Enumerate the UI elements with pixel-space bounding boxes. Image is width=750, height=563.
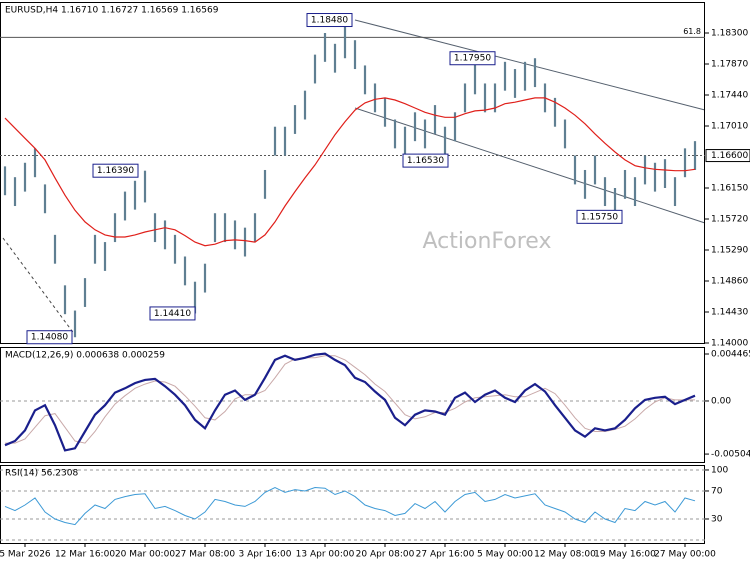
annotation-box [149, 306, 196, 321]
channel-lower [354, 107, 706, 224]
annotation-box [576, 209, 623, 224]
y-tick-label: 1.14000 [711, 339, 748, 349]
y-tick-label: 70 [711, 486, 723, 496]
y-tick-label: 30 [711, 514, 723, 524]
annotation-label: 1.16390 [97, 166, 134, 176]
current-price-box [705, 149, 750, 163]
y-tick-label: 0.004465 [711, 349, 750, 359]
x-tick-label: 27 May 00:00 [654, 550, 716, 560]
panel-title: RSI(14) 56.2308 [5, 469, 78, 479]
annotation-label: 1.16530 [407, 156, 444, 166]
x-tick-label: 19 May 16:00 [594, 550, 656, 560]
y-tick-label: -0.005046 [711, 450, 750, 460]
y-tick-label: 1.15720 [711, 215, 748, 225]
y-tick-label: 1.15290 [711, 246, 748, 256]
annotation-box [306, 13, 353, 28]
indicator-line [4, 486, 696, 526]
annotation-box [92, 163, 139, 178]
channel-upper [354, 19, 706, 111]
x-tick-label: 5 Mar 2026 [0, 550, 51, 560]
watermark: ActionForex [423, 229, 552, 254]
x-tick-label: 27 Mar 08:00 [175, 550, 235, 560]
annotation-label: 1.17950 [454, 54, 491, 64]
y-tick-label: 1.16150 [711, 184, 748, 194]
x-tick-label: 20 Mar 00:00 [115, 550, 175, 560]
fib-label: 61.8 [683, 27, 701, 36]
y-tick-label: 1.18300 [711, 29, 748, 39]
annotation-box [26, 330, 73, 345]
annotation-box [449, 51, 496, 66]
annotation-label: 1.18480 [311, 16, 348, 26]
panel-frame [0, 465, 705, 544]
annotation-label: 1.15750 [581, 212, 618, 222]
x-tick-label: 5 May 00:00 [477, 550, 533, 560]
panel-title: EURUSD,H4 1.16710 1.16727 1.16569 1.1656… [5, 6, 219, 16]
moving-average [4, 97, 696, 247]
annotation-label: 1.14080 [31, 333, 68, 343]
x-tick-label: 12 Mar 16:00 [55, 550, 115, 560]
current-price-label: 1.16600 [711, 151, 748, 161]
x-tick-label: 3 Apr 16:00 [239, 550, 292, 560]
y-tick-label: 100 [711, 465, 728, 475]
x-tick-label: 27 Apr 16:00 [416, 550, 475, 560]
annotation-label: 1.14410 [154, 309, 191, 319]
y-tick-label: 1.17440 [711, 91, 748, 101]
trend-line [2, 237, 76, 336]
y-tick-label: 0.00 [711, 396, 731, 406]
panel-title: MACD(12,26,9) 0.000638 0.000259 [5, 351, 165, 361]
indicator-line [5, 355, 695, 444]
panel-frame [0, 347, 705, 463]
x-tick-label: 13 Apr 00:00 [296, 550, 355, 560]
annotation-box [402, 153, 449, 168]
y-tick-label: 1.14860 [711, 277, 748, 287]
x-tick-label: 12 May 08:00 [534, 550, 596, 560]
y-tick-label: 1.14430 [711, 308, 748, 318]
y-tick-label: 1.17870 [711, 60, 748, 70]
y-tick-label: 1.17010 [711, 122, 748, 132]
panel-frame [0, 2, 705, 344]
indicator-line [4, 352, 696, 452]
x-tick-label: 20 Apr 08:00 [356, 550, 415, 560]
